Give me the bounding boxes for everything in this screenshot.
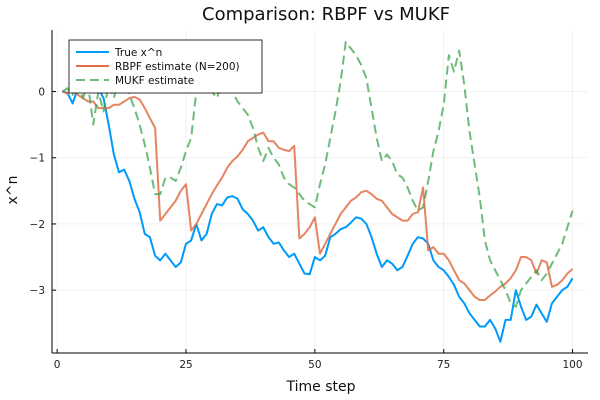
legend-label-1: True x^n — [114, 47, 162, 59]
x-tick-label: 75 — [437, 359, 450, 371]
series-layer — [61, 40, 574, 343]
x-tick-label: 50 — [308, 359, 321, 371]
legend: True x^n RBPF estimate (N=200) MUKF estima… — [68, 39, 263, 94]
y-ticks: 0 −1 −2 −3 — [30, 87, 56, 297]
series-line-2 — [61, 87, 574, 302]
chart-title: Comparison: RBPF vs MUKF — [202, 4, 450, 25]
y-tick-label: −2 — [30, 219, 45, 231]
x-axis-title: Time step — [286, 379, 356, 395]
legend-label-2: RBPF estimate (N=200) — [115, 61, 240, 73]
y-tick-label: −1 — [30, 153, 45, 165]
y-grid — [52, 91, 588, 291]
x-tick-label: 100 — [563, 359, 583, 371]
y-axis-title: x^n — [5, 176, 21, 205]
x-ticks: 0 25 50 75 100 — [54, 349, 583, 371]
y-tick-label: −3 — [30, 285, 45, 297]
x-tick-label: 0 — [54, 359, 61, 371]
legend-label-3: MUKF estimate — [115, 75, 194, 87]
series-line-3 — [61, 40, 574, 308]
series-line-1 — [62, 82, 574, 343]
x-tick-label: 25 — [179, 359, 192, 371]
y-tick-label: 0 — [38, 87, 45, 99]
